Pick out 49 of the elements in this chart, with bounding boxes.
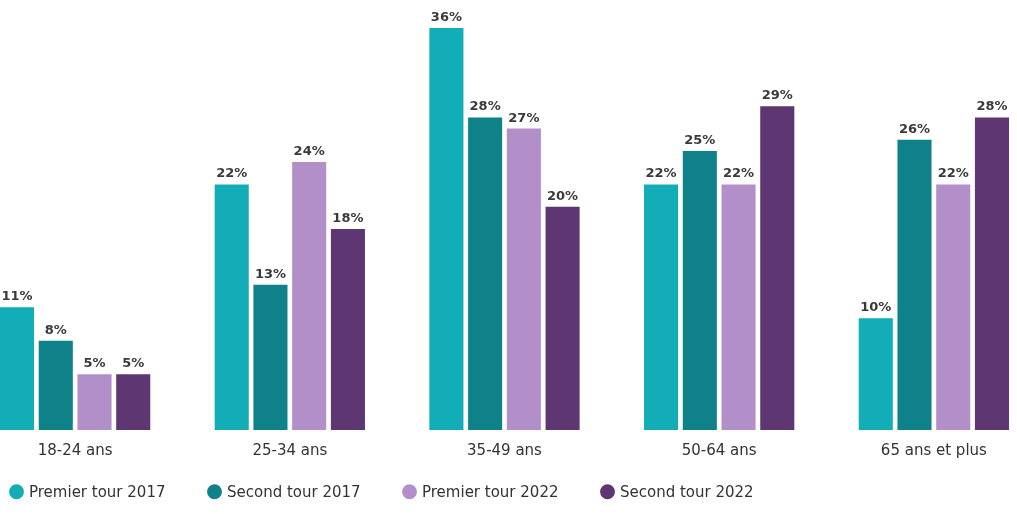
- bar: [858, 318, 893, 430]
- data-label: 22%: [645, 165, 677, 181]
- data-label: 22%: [937, 165, 969, 181]
- x-tick-label: 50-64 ans: [681, 440, 757, 459]
- bar: [330, 229, 365, 430]
- data-label: 22%: [722, 165, 755, 181]
- bar: [214, 184, 249, 430]
- data-label: 11%: [1, 288, 33, 304]
- data-label: 29%: [761, 87, 793, 103]
- data-label: 5%: [122, 355, 145, 371]
- bar: [644, 184, 679, 430]
- data-label: 8%: [44, 321, 67, 337]
- bar: [721, 184, 756, 430]
- data-label: 26%: [898, 120, 931, 136]
- bar: [253, 284, 288, 430]
- bar: [506, 128, 541, 430]
- data-label: 25%: [684, 131, 716, 147]
- bar: [38, 340, 73, 430]
- bar: [468, 117, 503, 430]
- data-label: 20%: [547, 187, 579, 203]
- bar: [77, 374, 112, 430]
- bar: [682, 150, 717, 430]
- bar: [760, 106, 795, 430]
- legend-label: Premier tour 2017: [29, 482, 166, 501]
- data-label: 28%: [976, 98, 1008, 114]
- bar: [116, 374, 151, 430]
- bar: [429, 28, 464, 430]
- data-label: 10%: [860, 299, 892, 315]
- bar: [974, 117, 1009, 430]
- data-label: 27%: [508, 109, 540, 125]
- bar: [0, 307, 35, 430]
- bar: [292, 162, 327, 430]
- data-label: 13%: [254, 265, 287, 281]
- data-label: 22%: [216, 165, 248, 181]
- data-label: 24%: [293, 143, 325, 159]
- legend-label: Premier tour 2022: [422, 482, 559, 501]
- bar: [936, 184, 971, 430]
- bar: [545, 206, 580, 430]
- data-label: 5%: [83, 355, 106, 371]
- data-label: 18%: [332, 210, 364, 226]
- legend-label: Second tour 2022: [620, 482, 754, 501]
- bar: [897, 139, 932, 430]
- x-tick-label: 25-34 ans: [252, 440, 328, 459]
- data-label: 28%: [469, 98, 501, 114]
- x-tick-label: 65 ans et plus: [880, 440, 988, 459]
- x-tick-label: 18-24 ans: [37, 440, 113, 459]
- data-label: 36%: [430, 9, 462, 25]
- legend-label: Second tour 2017: [227, 482, 361, 501]
- x-tick-label: 35-49 ans: [467, 440, 543, 459]
